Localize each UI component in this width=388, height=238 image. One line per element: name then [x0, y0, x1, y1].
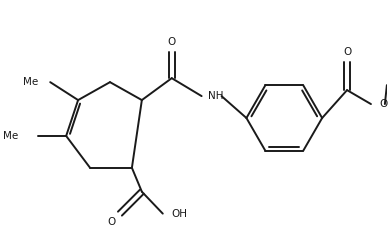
- Text: O: O: [168, 37, 176, 47]
- Text: Me: Me: [23, 77, 38, 87]
- Text: NH: NH: [208, 91, 223, 101]
- Text: OH: OH: [172, 209, 188, 219]
- Text: O: O: [108, 217, 116, 227]
- Text: O: O: [343, 47, 351, 57]
- Text: O: O: [379, 99, 387, 109]
- Text: Me: Me: [3, 131, 18, 141]
